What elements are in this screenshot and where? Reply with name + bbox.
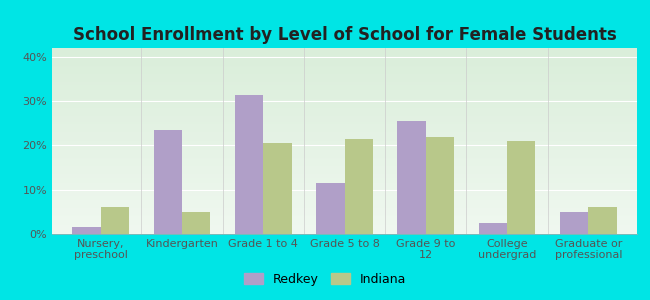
Bar: [426, 136, 454, 234]
Bar: [263, 143, 292, 234]
Bar: [101, 207, 129, 234]
Bar: [235, 94, 263, 234]
Bar: [588, 207, 617, 234]
Bar: [316, 183, 344, 234]
Title: School Enrollment by Level of School for Female Students: School Enrollment by Level of School for…: [73, 26, 616, 44]
Bar: [72, 227, 101, 234]
Bar: [344, 139, 373, 234]
Bar: [153, 130, 182, 234]
Legend: Redkey, Indiana: Redkey, Indiana: [239, 268, 411, 291]
Bar: [507, 141, 536, 234]
Bar: [478, 223, 507, 234]
Bar: [560, 212, 588, 234]
Bar: [397, 121, 426, 234]
Bar: [182, 212, 211, 234]
